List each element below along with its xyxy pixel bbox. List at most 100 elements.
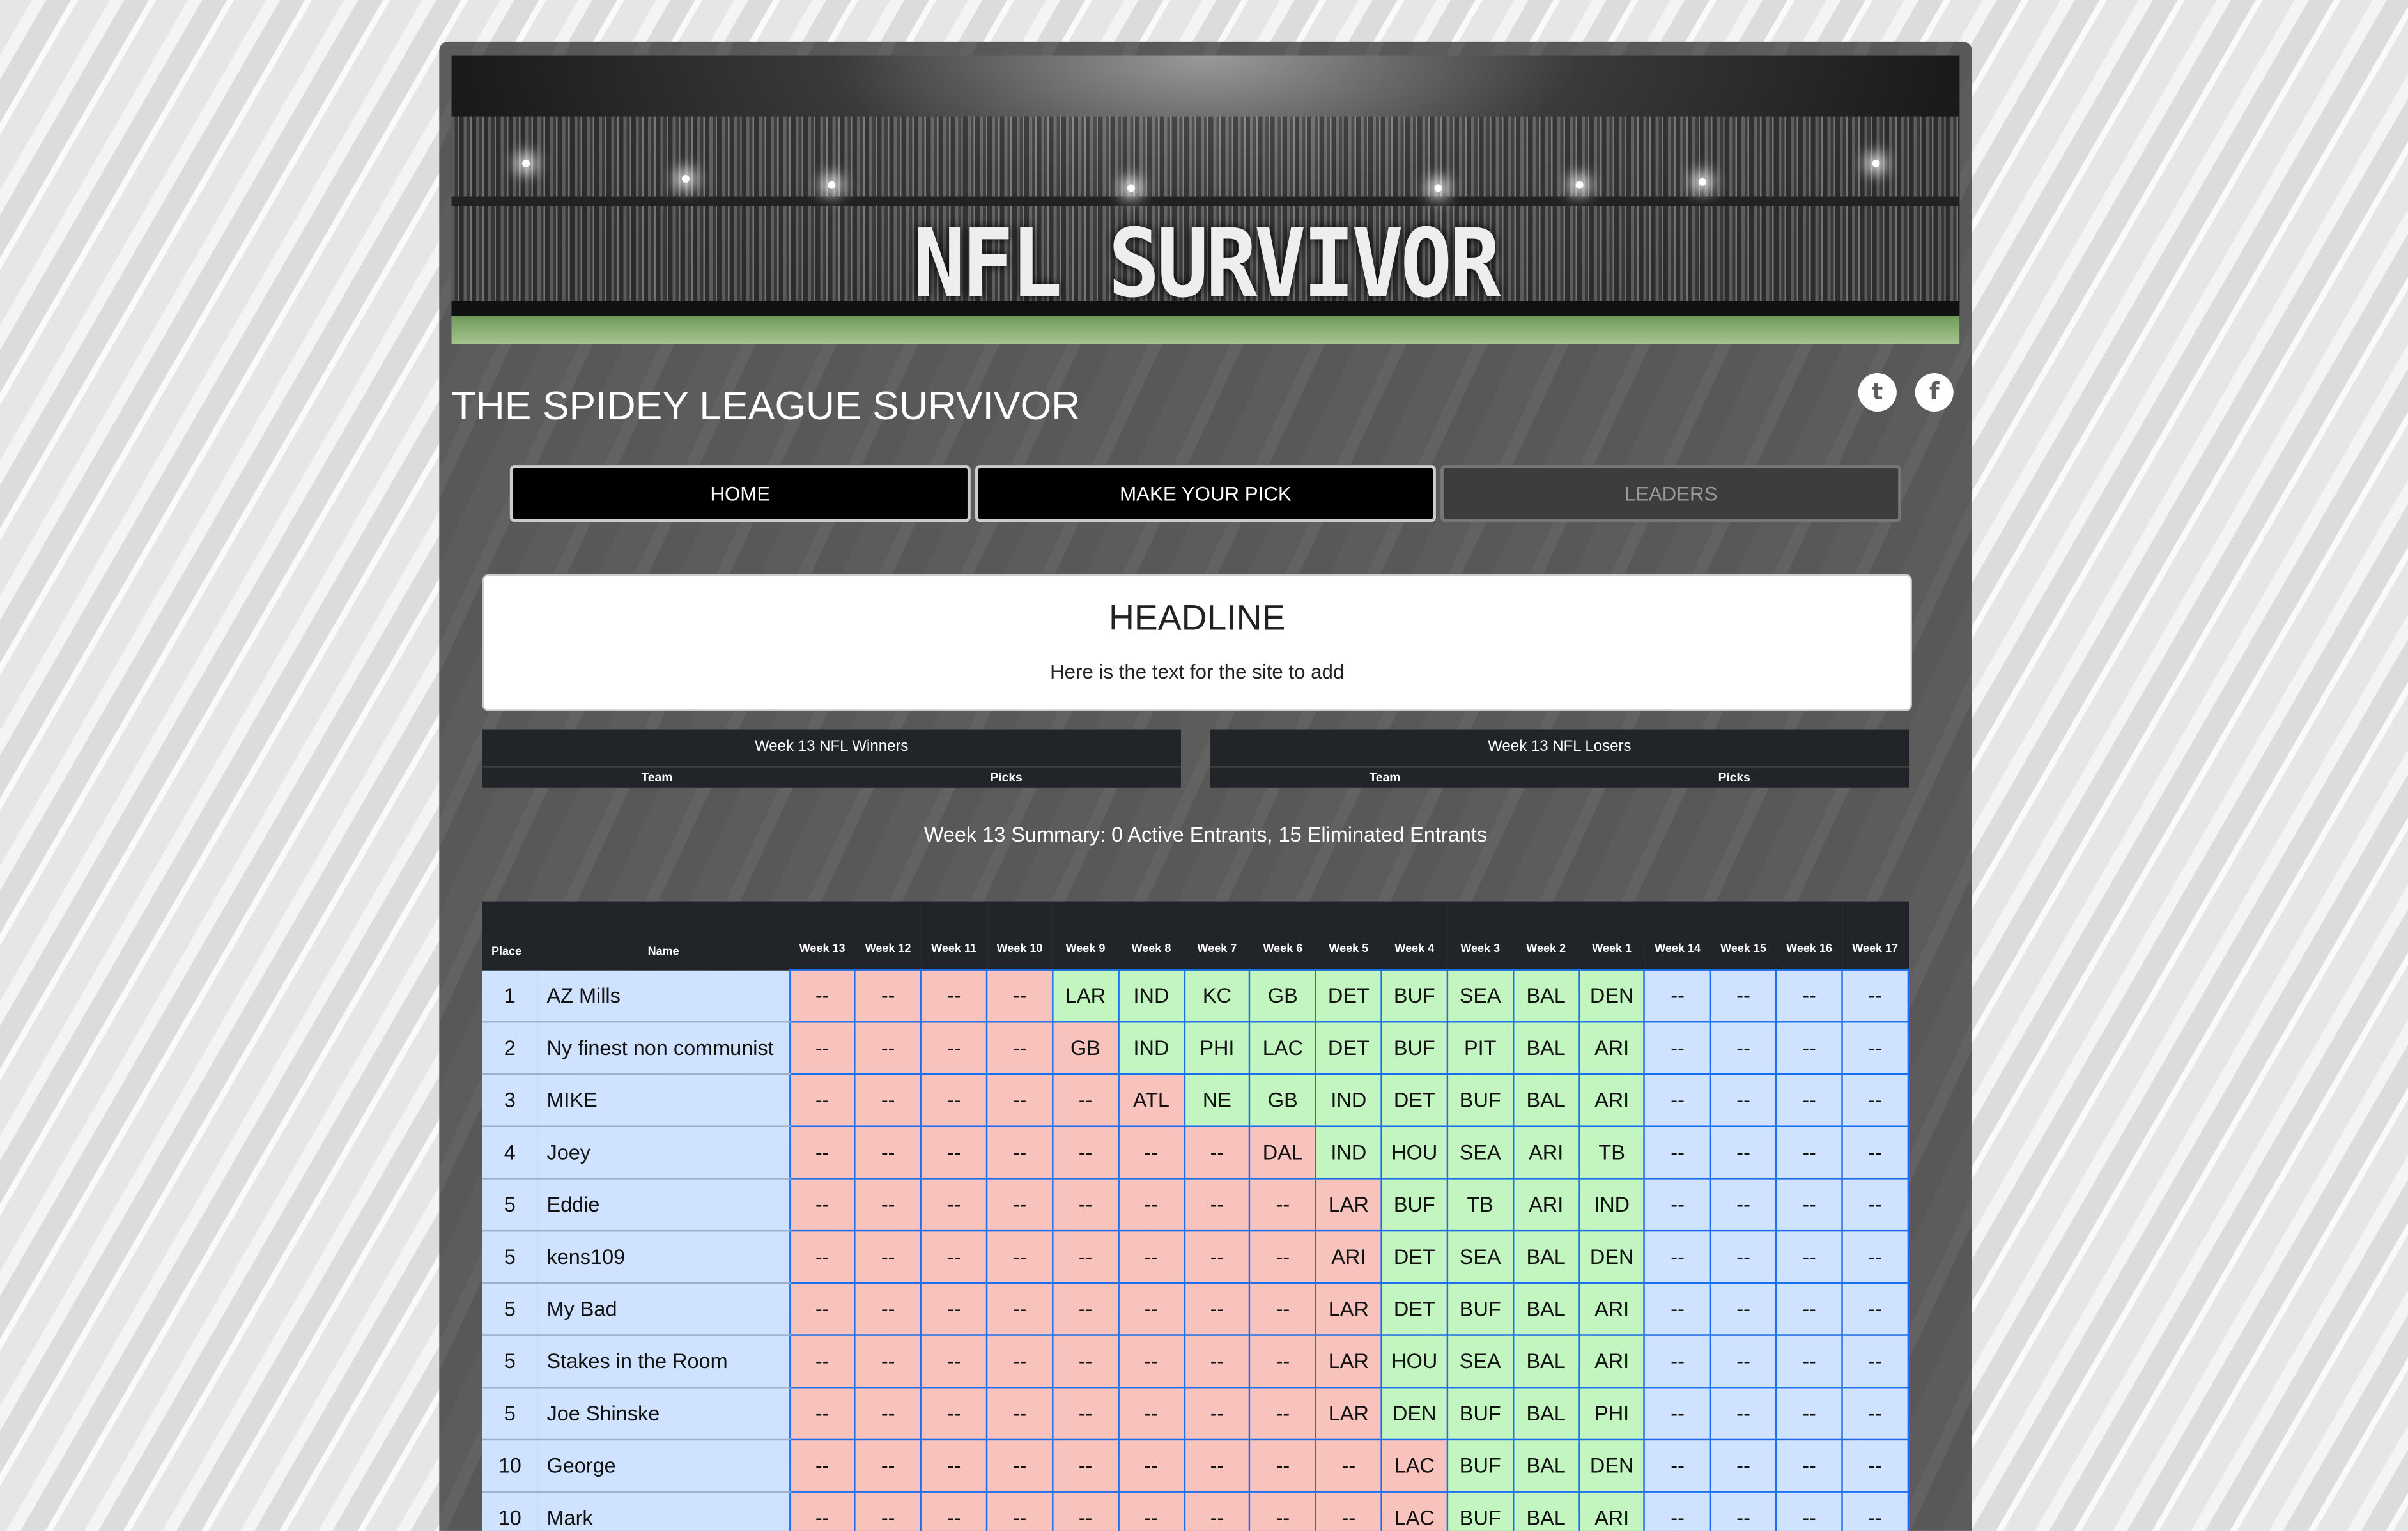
pick-cell: --: [854, 1282, 922, 1336]
column-header-week: Week 9: [1053, 901, 1118, 970]
pick-cell: --: [854, 969, 922, 1023]
pick-cell: --: [1249, 1491, 1317, 1531]
column-header-week: Week 5: [1315, 901, 1382, 970]
pick-cell: --: [788, 969, 856, 1023]
pick-cell: --: [788, 1125, 856, 1180]
pick-cell: BAL: [1512, 1021, 1580, 1075]
place-cell: 4: [482, 1126, 538, 1180]
pick-cell: --: [985, 1386, 1054, 1441]
pick-cell: --: [854, 1229, 922, 1284]
name-cell: Mark: [537, 1491, 790, 1531]
pick-cell: DET: [1380, 1073, 1448, 1127]
nav-home-button[interactable]: HOME: [509, 465, 971, 523]
pick-cell: IND: [1315, 1125, 1383, 1180]
pick-cell: --: [1183, 1386, 1251, 1441]
pick-cell: --: [1117, 1491, 1185, 1531]
pick-cell: --: [1775, 1073, 1843, 1127]
pick-cell: BAL: [1512, 1438, 1580, 1493]
pick-cell: --: [1051, 1491, 1120, 1531]
losers-caption: Week 13 NFL Losers: [1210, 729, 1910, 768]
nav-make-your-pick-button[interactable]: MAKE YOUR PICK: [975, 465, 1436, 523]
pick-cell: --: [788, 1178, 856, 1232]
pick-cell: --: [1051, 1125, 1120, 1180]
pick-cell: --: [1051, 1282, 1120, 1336]
pick-cell: --: [1117, 1229, 1185, 1284]
column-header-week: Week 1: [1578, 901, 1645, 970]
place-cell: 5: [482, 1178, 538, 1232]
nav-leaders-button[interactable]: LEADERS: [1440, 465, 1902, 523]
pick-cell: PIT: [1446, 1021, 1514, 1075]
pick-cell: HOU: [1380, 1125, 1448, 1180]
pick-cell: BAL: [1512, 1491, 1580, 1531]
pick-cell: --: [1315, 1438, 1383, 1493]
pick-cell: --: [854, 1021, 922, 1075]
pick-cell: KC: [1183, 969, 1251, 1023]
place-cell: 5: [482, 1387, 538, 1441]
pick-cell: GB: [1249, 969, 1317, 1023]
pick-cell: --: [985, 969, 1054, 1023]
pick-cell: --: [854, 1178, 922, 1232]
week-summary: Week 13 Summary: 0 Active Entrants, 15 E…: [923, 823, 1487, 847]
pick-cell: --: [1183, 1178, 1251, 1232]
pick-cell: BAL: [1512, 1229, 1580, 1284]
pick-cell: SEA: [1446, 1229, 1514, 1284]
pick-cell: --: [985, 1491, 1054, 1531]
pick-cell: IND: [1117, 1021, 1185, 1075]
pick-cell: IND: [1578, 1178, 1646, 1232]
column-header-week: Week 11: [921, 901, 987, 970]
banner-logo: NFL SURVIVOR: [913, 210, 1501, 320]
pick-cell: --: [1249, 1282, 1317, 1336]
pick-cell: --: [788, 1073, 856, 1127]
place-cell: 1: [482, 969, 538, 1023]
pick-cell: --: [985, 1125, 1054, 1180]
pick-cell: LAR: [1315, 1334, 1383, 1389]
pick-cell: ARI: [1512, 1178, 1580, 1232]
twitter-icon[interactable]: t: [1858, 373, 1897, 412]
column-header-week: Week 16: [1776, 901, 1842, 970]
pick-cell: --: [788, 1282, 856, 1336]
standings-table: Place Name Week 13 Week 12 Week 11 Week 10 Wee…: [482, 901, 1910, 1531]
pick-cell: --: [1183, 1438, 1251, 1493]
pick-cell: --: [1051, 1229, 1120, 1284]
column-header-week: Week 6: [1249, 901, 1316, 970]
losers-table: Week 13 NFL Losers Team Picks: [1210, 729, 1910, 788]
facebook-icon[interactable]: f: [1915, 373, 1954, 412]
pick-cell: BUF: [1446, 1282, 1514, 1336]
place-cell: 2: [482, 1022, 538, 1075]
pick-cell: LAR: [1315, 1178, 1383, 1232]
pick-cell: DET: [1315, 969, 1383, 1023]
pick-cell: --: [920, 1229, 988, 1284]
pick-cell: LAC: [1380, 1438, 1448, 1493]
pick-cell: ATL: [1117, 1073, 1185, 1127]
pick-cell: --: [1841, 1073, 1910, 1127]
place-cell: 3: [482, 1073, 538, 1127]
pick-cell: --: [1051, 1334, 1120, 1389]
pick-cell: --: [1644, 1438, 1711, 1493]
name-cell: George: [537, 1439, 790, 1493]
pick-cell: --: [854, 1438, 922, 1493]
column-header-name: Name: [537, 901, 790, 970]
place-cell: 10: [482, 1439, 538, 1493]
pick-cell: --: [1051, 1178, 1120, 1232]
pick-cell: DET: [1315, 1021, 1383, 1075]
pick-cell: GB: [1051, 1021, 1120, 1075]
pick-cell: --: [1644, 1229, 1711, 1284]
pick-cell: --: [1117, 1125, 1185, 1180]
losers-picks-header: Picks: [1718, 771, 1750, 785]
pick-cell: --: [854, 1334, 922, 1389]
pick-cell: --: [788, 1491, 856, 1531]
pick-cell: --: [920, 1334, 988, 1389]
pick-cell: --: [1117, 1282, 1185, 1336]
pick-cell: --: [1710, 1491, 1777, 1531]
pick-cell: --: [1249, 1438, 1317, 1493]
pick-cell: --: [1183, 1491, 1251, 1531]
pick-cell: --: [854, 1386, 922, 1441]
pick-cell: BAL: [1512, 1334, 1580, 1389]
column-header-week: Week 8: [1118, 901, 1184, 970]
name-cell: My Bad: [537, 1282, 790, 1336]
winners-table: Week 13 NFL Winners Team Picks: [482, 729, 1181, 788]
name-cell: Joey: [537, 1126, 790, 1180]
headline-card: HEADLINE Here is the text for the site t…: [482, 574, 1912, 711]
pick-cell: LAC: [1380, 1491, 1448, 1531]
pick-cell: --: [1249, 1386, 1317, 1441]
